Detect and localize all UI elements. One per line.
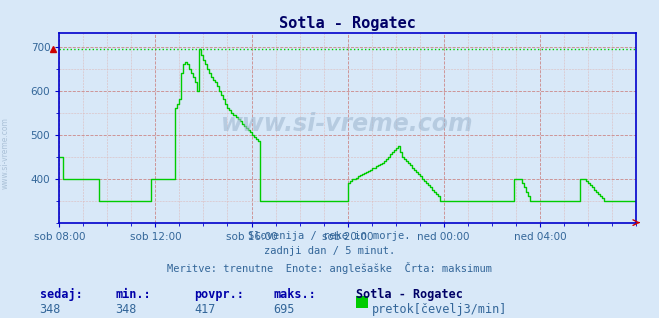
Text: 417: 417 [194,303,215,316]
Text: www.si-vreme.com: www.si-vreme.com [1,117,10,189]
Text: min.:: min.: [115,288,151,301]
Text: zadnji dan / 5 minut.: zadnji dan / 5 minut. [264,246,395,256]
Title: Sotla - Rogatec: Sotla - Rogatec [279,16,416,31]
Text: Slovenija / reke in morje.: Slovenija / reke in morje. [248,231,411,240]
Text: 695: 695 [273,303,295,316]
Text: www.si-vreme.com: www.si-vreme.com [221,112,474,136]
Text: sedaj:: sedaj: [40,288,82,301]
Text: pretok[čevelj3/min]: pretok[čevelj3/min] [372,303,507,316]
Text: povpr.:: povpr.: [194,288,244,301]
Text: Sotla - Rogatec: Sotla - Rogatec [356,288,463,301]
Text: 348: 348 [40,303,61,316]
Text: 348: 348 [115,303,136,316]
Text: maks.:: maks.: [273,288,316,301]
Text: Meritve: trenutne  Enote: anglešaške  Črta: maksimum: Meritve: trenutne Enote: anglešaške Črta… [167,262,492,274]
